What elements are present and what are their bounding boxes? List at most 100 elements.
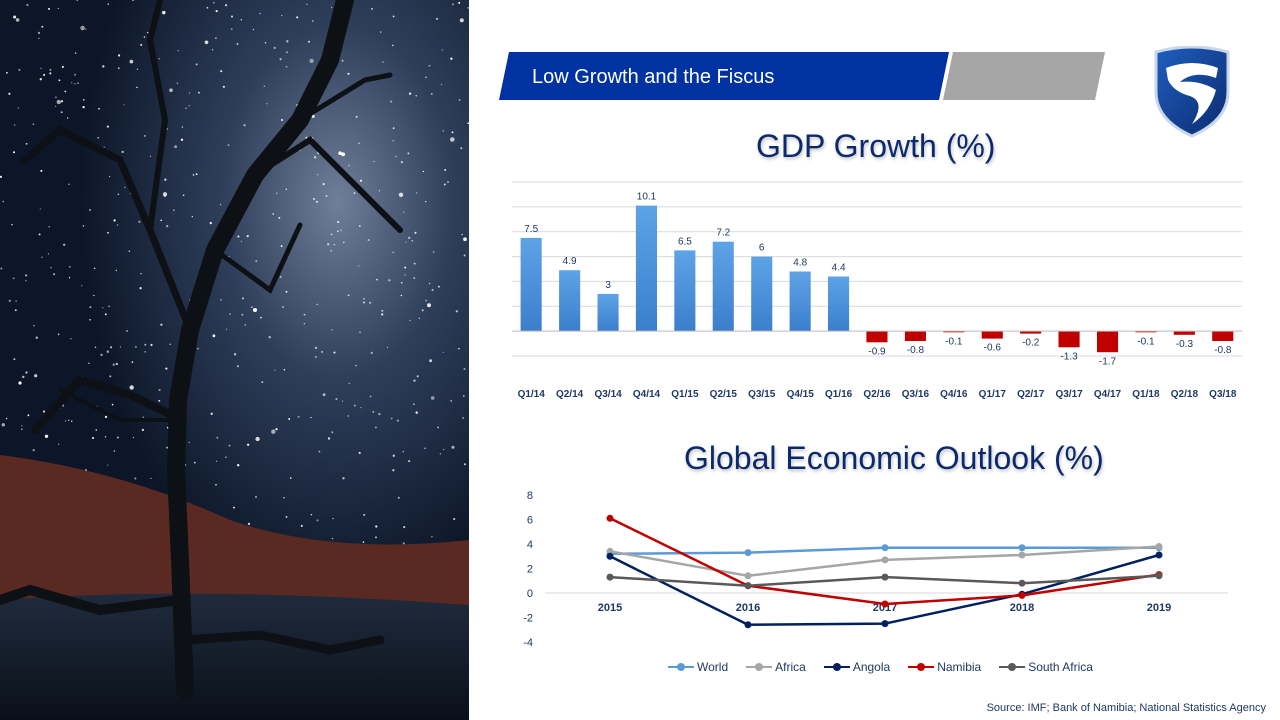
star bbox=[437, 426, 440, 429]
star bbox=[347, 294, 350, 297]
star bbox=[413, 262, 416, 265]
star bbox=[464, 463, 466, 466]
star bbox=[440, 83, 443, 86]
star bbox=[47, 253, 50, 255]
star bbox=[108, 175, 111, 178]
star bbox=[409, 319, 411, 322]
star bbox=[309, 58, 314, 64]
legend-label: Angola bbox=[852, 660, 891, 674]
star bbox=[367, 239, 370, 242]
star bbox=[244, 324, 247, 326]
star bbox=[447, 181, 449, 183]
star bbox=[331, 431, 334, 434]
star bbox=[382, 61, 384, 63]
star bbox=[236, 43, 239, 45]
night-sky-tree-photo bbox=[0, 0, 469, 720]
gdp-bar bbox=[1058, 331, 1080, 348]
star bbox=[67, 117, 69, 119]
outlook-x-tick-label: 2018 bbox=[1010, 602, 1034, 614]
gdp-x-tick-label: Q4/16 bbox=[940, 389, 968, 400]
star bbox=[286, 40, 289, 43]
star bbox=[227, 144, 230, 147]
star bbox=[225, 4, 228, 7]
star bbox=[34, 374, 38, 378]
star bbox=[97, 137, 99, 139]
star bbox=[144, 343, 147, 346]
star bbox=[216, 436, 219, 439]
star bbox=[180, 138, 184, 141]
star bbox=[25, 274, 28, 277]
star bbox=[314, 356, 317, 358]
star bbox=[118, 54, 121, 57]
star bbox=[280, 245, 283, 248]
standard-bank-logo bbox=[1154, 46, 1230, 138]
star bbox=[271, 429, 276, 434]
outlook-data-point bbox=[1155, 543, 1163, 550]
legend-item: World bbox=[668, 660, 728, 674]
star bbox=[237, 235, 240, 238]
star bbox=[219, 203, 222, 206]
outlook-y-tick-label: 4 bbox=[527, 539, 533, 551]
star bbox=[402, 451, 404, 453]
star bbox=[455, 310, 458, 313]
star bbox=[116, 436, 119, 439]
star bbox=[2, 200, 5, 203]
star bbox=[441, 49, 443, 51]
star bbox=[317, 174, 319, 176]
star bbox=[117, 193, 120, 196]
star bbox=[297, 415, 300, 418]
star bbox=[80, 25, 85, 31]
outlook-data-point bbox=[606, 547, 614, 555]
star bbox=[330, 249, 332, 252]
star bbox=[430, 396, 435, 400]
star bbox=[119, 346, 122, 348]
economic-outlook-line-chart: 8 6 4 2 0 -2 -4 2015 2016 2017 2018 2019 bbox=[523, 490, 1228, 649]
star bbox=[177, 49, 180, 52]
legend-label: Namibia bbox=[937, 660, 982, 674]
star bbox=[381, 309, 384, 312]
star bbox=[279, 276, 282, 278]
gdp-x-tick-label: Q3/16 bbox=[902, 389, 930, 400]
star bbox=[17, 107, 19, 109]
star bbox=[337, 230, 339, 232]
star bbox=[204, 40, 209, 45]
star bbox=[286, 51, 288, 54]
legend-label: South Africa bbox=[1028, 660, 1093, 674]
star bbox=[104, 313, 107, 316]
star bbox=[88, 362, 90, 364]
star bbox=[169, 88, 173, 92]
gdp-x-tick-label: Q2/18 bbox=[1171, 389, 1199, 400]
star bbox=[91, 436, 95, 440]
star bbox=[331, 6, 333, 9]
star bbox=[246, 443, 250, 446]
star bbox=[54, 105, 57, 108]
star bbox=[213, 1, 215, 4]
star bbox=[414, 231, 417, 234]
gdp-growth-bar-chart: 7.5 Q1/14 4.9 Q2/14 3 Q3/14 10.1 Q4/14 6.5 Q1/15 7… bbox=[512, 181, 1242, 400]
star bbox=[116, 224, 119, 226]
star bbox=[124, 186, 126, 189]
star bbox=[60, 100, 64, 103]
star bbox=[13, 15, 17, 19]
star bbox=[110, 346, 113, 349]
star bbox=[158, 399, 161, 402]
star bbox=[82, 105, 85, 109]
star bbox=[225, 328, 228, 330]
outlook-y-tick-label: 0 bbox=[527, 588, 533, 600]
star bbox=[316, 519, 319, 522]
star bbox=[310, 416, 312, 419]
star bbox=[337, 221, 340, 224]
star bbox=[408, 460, 411, 463]
star bbox=[210, 412, 213, 415]
star bbox=[306, 3, 308, 6]
star bbox=[89, 318, 91, 321]
star bbox=[362, 541, 365, 543]
gdp-x-tick-label: Q2/15 bbox=[710, 389, 738, 400]
gdp-x-tick-label: Q2/17 bbox=[1017, 389, 1045, 400]
star bbox=[460, 147, 463, 150]
source-note: Source: IMF; Bank of Namibia; National S… bbox=[986, 702, 1266, 714]
star bbox=[437, 285, 440, 288]
star bbox=[61, 65, 64, 68]
star bbox=[450, 57, 453, 60]
gdp-bar bbox=[712, 241, 734, 332]
